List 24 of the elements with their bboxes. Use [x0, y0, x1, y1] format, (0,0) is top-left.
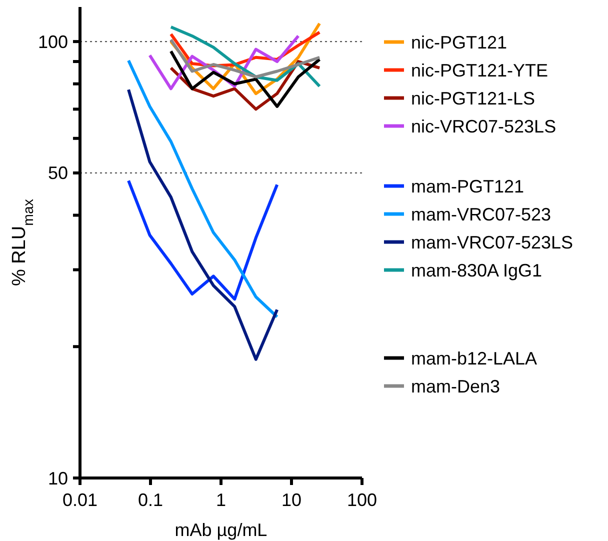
y-tick-label: 50	[48, 163, 68, 184]
y-tick-label: 10	[48, 468, 68, 488]
legend-label: nic-PGT121	[411, 32, 508, 52]
x-axis-title: mAb µg/mL	[174, 520, 268, 540]
legend-label: nic-PGT121-LS	[411, 88, 536, 108]
x-tick-label: 100	[346, 490, 378, 510]
legend-label: mam-PGT121	[411, 176, 524, 196]
x-tick-label: 10	[281, 490, 302, 510]
legend-label: nic-VRC07-523LS	[411, 116, 556, 136]
line-series	[127, 88, 279, 361]
legend-label: mam-b12-LALA	[411, 348, 538, 368]
x-tick-label: 0.01	[62, 490, 98, 510]
line-series	[127, 58, 279, 318]
legend-label: mam-830A IgG1	[411, 260, 542, 280]
line-series	[169, 38, 322, 78]
legend-label: mam-VRC07-523LS	[411, 232, 574, 252]
line-series	[169, 50, 322, 108]
x-tick-label: 1	[216, 490, 226, 510]
legend-label: nic-PGT121-YTE	[411, 60, 548, 80]
x-tick-label: 0.1	[138, 490, 164, 510]
legend-label: mam-Den3	[411, 376, 500, 396]
y-tick-label: 100	[38, 32, 68, 52]
line-series	[127, 179, 279, 301]
legend-label: mam-VRC07-523	[411, 204, 552, 224]
